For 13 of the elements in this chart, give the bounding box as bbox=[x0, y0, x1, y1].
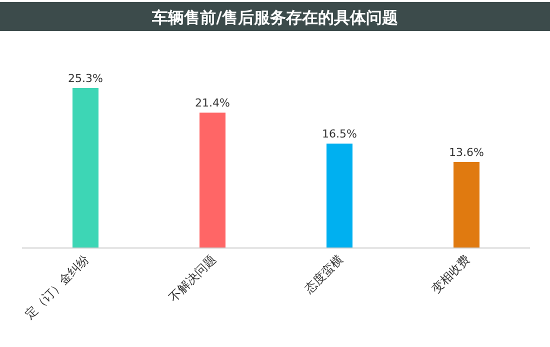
x-tick-label: 态度蛮横 bbox=[301, 252, 346, 297]
x-tick-label: 变相收费 bbox=[428, 252, 473, 296]
data-label: 25.3% bbox=[68, 72, 103, 85]
data-label: 16.5% bbox=[322, 128, 357, 141]
chart-title: 车辆售前/售后服务存在的具体问题 bbox=[151, 8, 398, 27]
bar bbox=[72, 88, 98, 248]
bar bbox=[454, 162, 480, 248]
data-label: 13.6% bbox=[449, 146, 484, 159]
data-label: 21.4% bbox=[195, 96, 230, 110]
x-tick-label: 不解决问题 bbox=[166, 252, 219, 305]
bar bbox=[326, 144, 352, 248]
x-tick-label: 定（订）金纠纷 bbox=[22, 252, 92, 322]
bar bbox=[200, 112, 226, 248]
